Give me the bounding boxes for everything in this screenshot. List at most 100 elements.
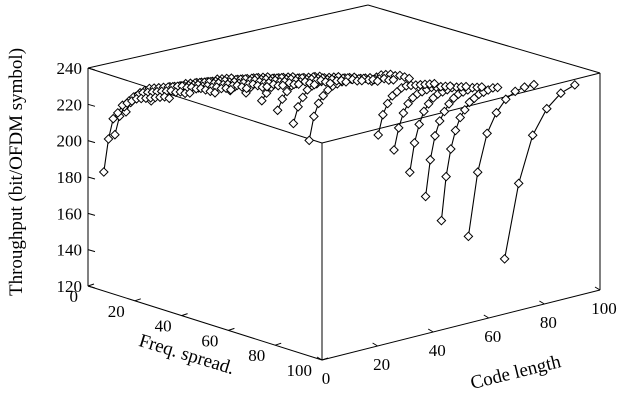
data-point-marker <box>420 191 431 202</box>
data-point-marker <box>403 98 414 109</box>
data-point-marker <box>341 76 351 87</box>
z-tick-label: 180 <box>57 168 83 187</box>
z-tick-mark <box>87 176 96 180</box>
top-edge-front-right <box>321 72 601 144</box>
data-point-marker <box>164 93 175 104</box>
top-edge-right <box>367 4 601 74</box>
data-point-marker <box>256 95 267 106</box>
data-point-marker <box>500 94 511 105</box>
z-tick-mark <box>87 67 96 71</box>
series-72 <box>404 81 471 178</box>
data-point-marker <box>436 215 447 226</box>
data-point-marker <box>293 101 304 112</box>
y-tick-mark <box>539 300 545 305</box>
series-68 <box>389 81 456 155</box>
series-layer <box>98 69 580 264</box>
data-point-marker <box>423 98 434 109</box>
data-point-marker <box>439 106 450 117</box>
x-tick-label: 100 <box>287 361 313 380</box>
data-point-marker <box>108 113 119 124</box>
data-point-marker <box>277 94 288 105</box>
data-point-marker <box>241 87 251 98</box>
series-96 <box>499 79 580 264</box>
x-axis-line <box>87 285 323 361</box>
x-tick-label: 40 <box>155 317 172 336</box>
z-tick-mark <box>87 140 96 144</box>
series-line <box>467 84 535 237</box>
data-point-marker <box>262 81 272 92</box>
z-tick-mark <box>87 212 96 216</box>
series-line <box>425 86 482 197</box>
data-point-marker <box>225 84 236 95</box>
data-point-marker <box>434 116 445 126</box>
z-axis-title: Throughput (bit/OFDM symbol) <box>6 48 27 296</box>
z-tick-label: 240 <box>57 59 83 78</box>
z-tick-label: 140 <box>57 241 83 260</box>
data-point-marker <box>430 130 440 141</box>
z-tick-mark <box>87 103 96 107</box>
y-tick-mark <box>316 356 323 361</box>
data-point-marker <box>356 75 367 86</box>
y-axis-line <box>321 289 601 361</box>
series-line <box>308 77 394 141</box>
y-tick-mark <box>594 286 601 291</box>
y-tick-label: 0 <box>322 369 331 388</box>
data-point-marker <box>272 105 283 116</box>
data-point-marker <box>445 81 456 92</box>
y-tick-mark <box>427 328 434 333</box>
series-88 <box>463 79 539 242</box>
x-tick-mark <box>181 313 188 317</box>
x-tick-mark <box>87 283 95 287</box>
data-point-marker <box>297 92 308 103</box>
x-axis-ticks: 0 20 40 60 80 100 <box>70 283 329 380</box>
data-point-marker <box>382 98 393 109</box>
data-point-marker <box>398 108 409 118</box>
data-point-marker <box>373 130 384 140</box>
series-80 <box>436 82 503 226</box>
data-point-marker <box>261 88 272 99</box>
floor-guide-left <box>88 221 368 286</box>
data-point-marker <box>476 82 487 92</box>
data-point-marker <box>103 134 114 144</box>
z-tick-label: 120 <box>57 277 83 296</box>
data-point-marker <box>377 109 388 120</box>
top-edge-front-left <box>87 67 323 144</box>
floor-grid <box>88 5 600 290</box>
data-point-marker <box>472 167 483 178</box>
data-point-marker <box>409 137 420 148</box>
data-point-marker <box>459 104 470 115</box>
data-point-marker <box>429 78 440 89</box>
x-tick-mark <box>228 327 235 331</box>
data-point-marker <box>404 73 415 84</box>
data-point-marker <box>510 86 521 97</box>
data-point-marker <box>308 111 319 122</box>
data-point-marker <box>492 82 503 93</box>
data-point-marker <box>463 231 474 242</box>
data-point-marker <box>98 167 109 177</box>
data-point-marker <box>555 88 566 99</box>
data-point-marker <box>210 87 220 98</box>
data-point-marker <box>304 135 315 146</box>
data-point-marker <box>569 79 580 90</box>
series-64 <box>373 78 440 140</box>
series-4 <box>98 91 175 177</box>
data-point-marker <box>293 79 304 90</box>
x-tick-label: 0 <box>70 287 79 306</box>
data-point-marker <box>499 253 510 264</box>
y-tick-label: 60 <box>484 327 501 346</box>
data-point-marker <box>414 119 425 130</box>
data-point-marker <box>404 167 415 178</box>
data-point-marker <box>528 79 539 90</box>
z-axis-ticks: 120 140 160 180 200 220 240 <box>57 59 96 296</box>
data-point-marker <box>241 83 252 94</box>
x-tick-label: 80 <box>248 346 265 365</box>
data-point-marker <box>313 98 324 109</box>
data-point-marker <box>393 122 404 133</box>
data-point-marker <box>309 79 320 90</box>
x-axis-title: Freq. spread. <box>136 330 237 379</box>
y-tick-label: 40 <box>429 341 446 360</box>
y-tick-mark <box>372 342 378 347</box>
z-tick-mark <box>87 285 96 289</box>
x-tick-label: 60 <box>201 331 218 350</box>
